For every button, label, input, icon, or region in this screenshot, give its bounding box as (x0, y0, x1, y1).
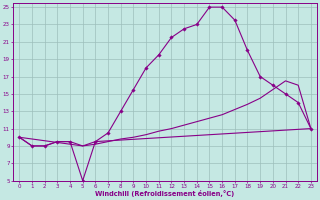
X-axis label: Windchill (Refroidissement éolien,°C): Windchill (Refroidissement éolien,°C) (95, 190, 235, 197)
